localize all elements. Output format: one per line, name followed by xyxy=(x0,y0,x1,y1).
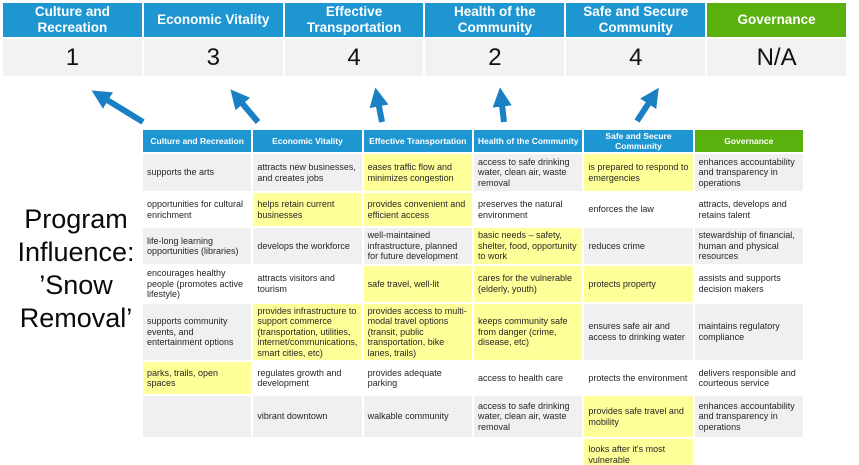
influence-arrow-transportation xyxy=(369,87,389,123)
matrix-header-culture-and-recreation: Culture and Recreation xyxy=(143,130,252,152)
matrix-cell-r1-c3: eases traffic flow and minimizes congest… xyxy=(363,154,472,191)
influence-arrow-safety xyxy=(634,87,659,123)
matrix-cell-r6-c3: provides adequate parking xyxy=(363,362,472,394)
matrix-cell-r5-c5: ensures safe air and access to drinking … xyxy=(584,303,693,360)
influence-matrix: Culture and Recreation Economic Vitality E… xyxy=(143,130,803,465)
matrix-cell-r5-c6: maintains regulatory compliance xyxy=(694,303,803,360)
matrix-cell-r2-c1: opportunities for cultural enrichment xyxy=(143,193,252,226)
matrix-cell-r7-c5: provides safe travel and mobility xyxy=(584,396,693,437)
matrix-cell-r7-c6: enhances accountability and transparency… xyxy=(694,396,803,437)
matrix-cell-r6-c5: protects the environment xyxy=(584,362,693,394)
matrix-cell-r3-c5: reduces crime xyxy=(584,228,693,264)
matrix-row-6: parks, trails, open spaces regulates grow… xyxy=(143,362,803,394)
top-column-economic-vitality: Economic Vitality 3 xyxy=(143,3,283,76)
matrix-cell-r4-c5: protects property xyxy=(584,266,693,302)
program-label-line-4: Removal’ xyxy=(19,303,133,333)
matrix-cell-r7-c3: walkable community xyxy=(363,396,472,437)
score-governance: N/A xyxy=(707,39,846,76)
matrix-cell-r4-c3: safe travel, well-lit xyxy=(363,266,472,302)
matrix-cell-r2-c2: helps retain current businesses xyxy=(253,193,362,226)
matrix-row-7: vibrant downtown walkable community access… xyxy=(143,396,803,437)
matrix-cell-r6-c6: delivers responsible and courteous servi… xyxy=(694,362,803,394)
matrix-cell-r4-c4: cares for the vulnerable (elderly, youth… xyxy=(474,266,583,302)
matrix-cell-r2-c5: enforces the law xyxy=(584,193,693,226)
matrix-row-8: looks after it's most vulnerable xyxy=(143,439,803,465)
matrix-cell-r8-c1 xyxy=(143,439,252,465)
score-health-of-the-community: 2 xyxy=(425,39,565,76)
score-culture-and-recreation: 1 xyxy=(3,39,142,76)
matrix-header-row: Culture and Recreation Economic Vitality E… xyxy=(143,130,803,152)
matrix-cell-r6-c2: regulates growth and development xyxy=(253,362,362,394)
matrix-row-3: life-long learning opportunities (librar… xyxy=(143,228,803,264)
program-influence-label: Program Influence: ’Snow Removal’ xyxy=(0,203,152,335)
matrix-row-2: opportunities for cultural enrichment hel… xyxy=(143,193,803,226)
matrix-cell-r2-c3: provides convenient and efficient access xyxy=(363,193,472,226)
influence-arrow-culture xyxy=(91,90,145,125)
matrix-cell-r3-c3: well-maintained infrastructure, planned … xyxy=(363,228,472,264)
matrix-cell-r6-c4: access to health care xyxy=(474,362,583,394)
matrix-cell-r7-c2: vibrant downtown xyxy=(253,396,362,437)
top-header-effective-transportation: Effective Transportation xyxy=(284,3,424,37)
matrix-cell-r8-c6 xyxy=(694,439,803,465)
matrix-cell-r4-c2: attracts visitors and tourism xyxy=(253,266,362,302)
matrix-cell-r1-c6: enhances accountability and transparency… xyxy=(694,154,803,191)
top-header-economic-vitality: Economic Vitality xyxy=(143,3,283,37)
matrix-cell-r1-c1: supports the arts xyxy=(143,154,252,191)
matrix-cell-r3-c4: basic needs – safety, shelter, food, opp… xyxy=(474,228,583,264)
matrix-cell-r1-c2: attracts new businesses, and creates job… xyxy=(253,154,362,191)
matrix-cell-r6-c1: parks, trails, open spaces xyxy=(143,362,252,394)
score-strip: Culture and Recreation 1 Economic Vitality… xyxy=(3,3,846,76)
influence-arrow-health xyxy=(492,87,512,123)
matrix-cell-r2-c6: attracts, develops and retains talent xyxy=(694,193,803,226)
matrix-row-1: supports the arts attracts new businesses… xyxy=(143,154,803,191)
matrix-body: supports the arts attracts new businesses… xyxy=(143,154,803,465)
matrix-cell-r1-c4: access to safe drinking water, clean air… xyxy=(474,154,583,191)
top-header-health-of-the-community: Health of the Community xyxy=(425,3,565,37)
top-header-governance: Governance xyxy=(707,3,846,37)
score-safe-and-secure-community: 4 xyxy=(566,39,706,76)
program-label-line-1: Program xyxy=(24,204,128,234)
matrix-header-economic-vitality: Economic Vitality xyxy=(253,130,362,152)
program-label-line-2: Influence: xyxy=(17,237,135,267)
matrix-cell-r3-c2: develops the workforce xyxy=(253,228,362,264)
matrix-cell-r5-c2: provides infrastructure to support comme… xyxy=(253,303,362,360)
matrix-cell-r5-c4: keeps community safe from danger (crime,… xyxy=(474,303,583,360)
score-economic-vitality: 3 xyxy=(143,39,283,76)
top-column-safe-and-secure-community: Safe and Secure Community 4 xyxy=(566,3,706,76)
matrix-cell-r4-c6: assists and supports decision makers xyxy=(694,266,803,302)
matrix-cell-r5-c3: provides access to multi-modal travel op… xyxy=(363,303,472,360)
top-column-culture-and-recreation: Culture and Recreation 1 xyxy=(3,3,142,76)
influence-arrow-economic xyxy=(230,89,261,124)
top-column-governance: Governance N/A xyxy=(707,3,846,76)
top-column-health-of-the-community: Health of the Community 2 xyxy=(425,3,565,76)
score-effective-transportation: 4 xyxy=(284,39,424,76)
top-header-culture-and-recreation: Culture and Recreation xyxy=(3,3,142,37)
matrix-cell-r7-c4: access to safe drinking water, clean air… xyxy=(474,396,583,437)
matrix-cell-r7-c1 xyxy=(143,396,252,437)
top-column-effective-transportation: Effective Transportation 4 xyxy=(284,3,424,76)
program-label-line-3: ’Snow xyxy=(39,270,113,300)
matrix-cell-r4-c1: encourages healthy people (promotes acti… xyxy=(143,266,252,302)
matrix-cell-r3-c6: stewardship of financial, human and phys… xyxy=(694,228,803,264)
matrix-cell-r1-c5: is prepared to respond to emergencies xyxy=(584,154,693,191)
matrix-cell-r2-c4: preserves the natural environment xyxy=(474,193,583,226)
top-header-safe-and-secure-community: Safe and Secure Community xyxy=(566,3,706,37)
matrix-cell-r8-c3 xyxy=(363,439,472,465)
matrix-header-health-of-the-community: Health of the Community xyxy=(474,130,583,152)
matrix-cell-r8-c5: looks after it's most vulnerable xyxy=(584,439,693,465)
matrix-header-effective-transportation: Effective Transportation xyxy=(363,130,472,152)
matrix-cell-r8-c2 xyxy=(253,439,362,465)
matrix-header-safe-and-secure-community: Safe and Secure Community xyxy=(584,130,693,152)
matrix-header-governance: Governance xyxy=(694,130,803,152)
matrix-cell-r5-c1: supports community events, and entertain… xyxy=(143,303,252,360)
matrix-row-4: encourages healthy people (promotes acti… xyxy=(143,266,803,302)
matrix-row-5: supports community events, and entertain… xyxy=(143,303,803,360)
matrix-cell-r3-c1: life-long learning opportunities (librar… xyxy=(143,228,252,264)
matrix-cell-r8-c4 xyxy=(474,439,583,465)
